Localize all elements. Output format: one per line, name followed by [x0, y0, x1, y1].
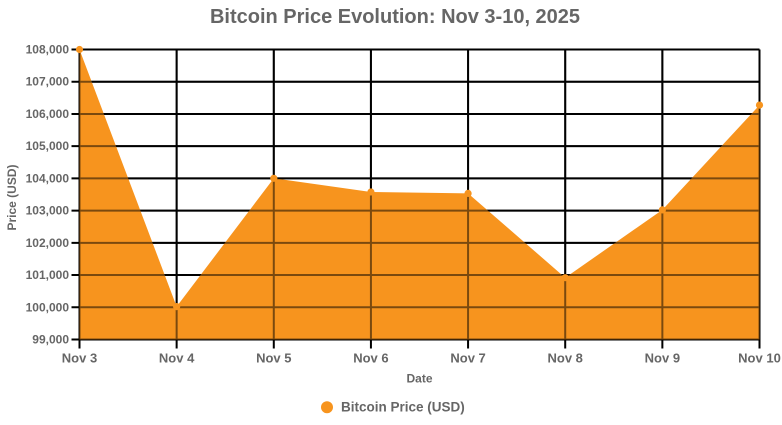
svg-text:Nov 4: Nov 4	[159, 351, 195, 366]
svg-text:Bitcoin Price (USD): Bitcoin Price (USD)	[341, 400, 465, 415]
svg-text:104,000: 104,000	[26, 171, 70, 185]
svg-text:105,000: 105,000	[26, 139, 70, 153]
svg-text:Nov 5: Nov 5	[256, 351, 291, 366]
svg-text:Nov 6: Nov 6	[353, 351, 388, 366]
svg-text:103,000: 103,000	[26, 204, 70, 218]
svg-text:Nov 8: Nov 8	[548, 351, 583, 366]
svg-text:Nov 3: Nov 3	[62, 351, 97, 366]
svg-text:100,000: 100,000	[26, 300, 70, 314]
svg-text:Nov 7: Nov 7	[450, 351, 485, 366]
svg-text:102,000: 102,000	[26, 236, 70, 250]
svg-text:107,000: 107,000	[26, 75, 70, 89]
svg-text:106,000: 106,000	[26, 107, 70, 121]
svg-text:Date: Date	[406, 372, 432, 386]
svg-text:Nov 10: Nov 10	[738, 351, 781, 366]
svg-text:Bitcoin Price Evolution: Nov 3: Bitcoin Price Evolution: Nov 3-10, 2025	[210, 6, 580, 28]
svg-text:99,000: 99,000	[32, 333, 69, 347]
svg-text:Price (USD): Price (USD)	[5, 164, 19, 230]
svg-text:101,000: 101,000	[26, 268, 70, 282]
svg-text:108,000: 108,000	[26, 43, 70, 57]
svg-text:Nov 9: Nov 9	[645, 351, 680, 366]
